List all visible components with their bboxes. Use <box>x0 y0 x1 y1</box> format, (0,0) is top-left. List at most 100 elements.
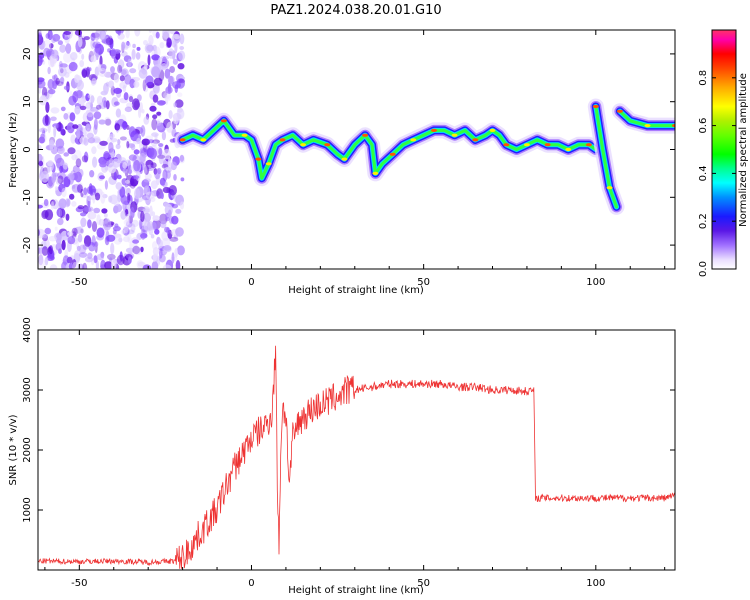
noise-blob <box>113 171 117 181</box>
spectrogram-xlabel: Height of straight line (km) <box>288 285 424 296</box>
noise-blob <box>51 49 59 59</box>
noise-blob <box>156 120 161 125</box>
noise-blob <box>162 30 170 39</box>
noise-blob <box>98 119 106 125</box>
noise-blob <box>103 213 108 218</box>
noise-blob <box>151 132 159 137</box>
noise-blob <box>173 102 177 108</box>
noise-blob <box>68 61 78 72</box>
spectrogram-upper-ridge-peak <box>616 109 623 113</box>
noise-blob <box>47 55 57 68</box>
spectrogram-main-ridge-peak <box>451 133 458 137</box>
noise-blob <box>59 77 64 83</box>
noise-blob <box>121 51 128 57</box>
noise-blob <box>175 227 184 237</box>
noise-blob <box>157 167 162 175</box>
noise-blob <box>87 211 97 220</box>
noise-blob <box>82 243 89 250</box>
colorbar-tick-label: 0.8 <box>698 70 709 86</box>
noise-blob <box>135 52 141 60</box>
noise-blob <box>143 178 151 183</box>
noise-blob <box>112 233 122 238</box>
noise-blob <box>99 162 107 168</box>
colorbar-frame <box>711 29 737 270</box>
noise-blob <box>169 66 176 73</box>
noise-blob <box>47 30 53 41</box>
noise-blob <box>118 58 124 67</box>
noise-blob <box>168 48 174 59</box>
noise-blob <box>157 57 163 69</box>
noise-blob <box>160 220 167 229</box>
noise-blob <box>61 239 66 251</box>
noise-blob <box>52 33 61 42</box>
noise-blob <box>158 147 163 156</box>
colorbar-tick-label: 0.2 <box>698 213 709 229</box>
noise-blob <box>152 219 158 230</box>
snr-series-line <box>38 345 675 569</box>
noise-blob <box>128 164 132 176</box>
noise-blob <box>133 81 140 88</box>
spectrogram-main-ridge-peak <box>241 133 248 137</box>
colorbar-tick-label: 0.0 <box>698 261 709 277</box>
noise-blob <box>121 41 126 50</box>
noise-blob <box>112 229 117 235</box>
noise-blob <box>47 160 54 167</box>
noise-blob <box>173 116 179 125</box>
noise-blob <box>165 170 171 179</box>
noise-blob <box>161 131 166 141</box>
noise-blob <box>136 137 141 144</box>
noise-blob <box>70 134 76 144</box>
noise-blob <box>65 43 72 54</box>
noise-blob <box>72 124 79 129</box>
noise-blob <box>38 77 45 83</box>
noise-blob <box>77 36 83 48</box>
noise-blob <box>72 165 80 174</box>
noise-blob <box>142 264 152 269</box>
noise-blob <box>58 198 67 209</box>
noise-blob <box>120 210 127 220</box>
snr-xtick-label: 50 <box>417 578 430 589</box>
noise-blob <box>116 174 122 180</box>
noise-blob <box>152 94 159 103</box>
spectrogram-xtick-label: 0 <box>248 277 254 288</box>
noise-blob <box>153 77 163 86</box>
noise-blob <box>126 141 130 149</box>
noise-blob <box>68 263 75 269</box>
noise-blob <box>44 227 52 235</box>
noise-blob <box>78 252 88 258</box>
noise-blob <box>38 204 43 209</box>
noise-blob <box>115 143 121 150</box>
noise-blob <box>168 185 177 196</box>
noise-blob <box>74 74 80 83</box>
noise-blob <box>176 245 185 256</box>
noise-blob <box>173 174 177 181</box>
noise-blob <box>167 209 172 218</box>
noise-blob <box>156 146 163 159</box>
noise-blob <box>99 30 107 41</box>
spectrogram-main-ridge-peak <box>300 143 307 147</box>
noise-blob <box>74 149 82 161</box>
noise-blob <box>103 152 111 161</box>
spectrogram-secondary-ridge-peak <box>606 186 613 190</box>
noise-blob <box>44 114 49 126</box>
spectrogram-main-ridge-peak <box>544 143 551 147</box>
noise-blob <box>92 41 102 49</box>
noise-blob <box>127 169 133 175</box>
noise-blob <box>117 139 121 145</box>
spectrogram-ytick-label: -10 <box>22 189 33 205</box>
noise-blob <box>147 220 154 231</box>
snr-xlabel: Height of straight line (km) <box>288 585 424 596</box>
noise-blob <box>152 139 160 144</box>
noise-blob <box>144 62 148 72</box>
noise-blob <box>114 203 123 213</box>
figure-title: PAZ1.2024.038.20.01.G10 <box>270 3 441 18</box>
noise-blob <box>167 75 175 84</box>
noise-blob <box>72 261 79 269</box>
noise-blob <box>134 30 141 37</box>
spectrogram-secondary-ridge <box>594 105 618 209</box>
noise-blob <box>174 248 178 258</box>
noise-blob <box>85 123 90 130</box>
noise-blob <box>110 138 118 143</box>
noise-blob <box>79 105 87 111</box>
